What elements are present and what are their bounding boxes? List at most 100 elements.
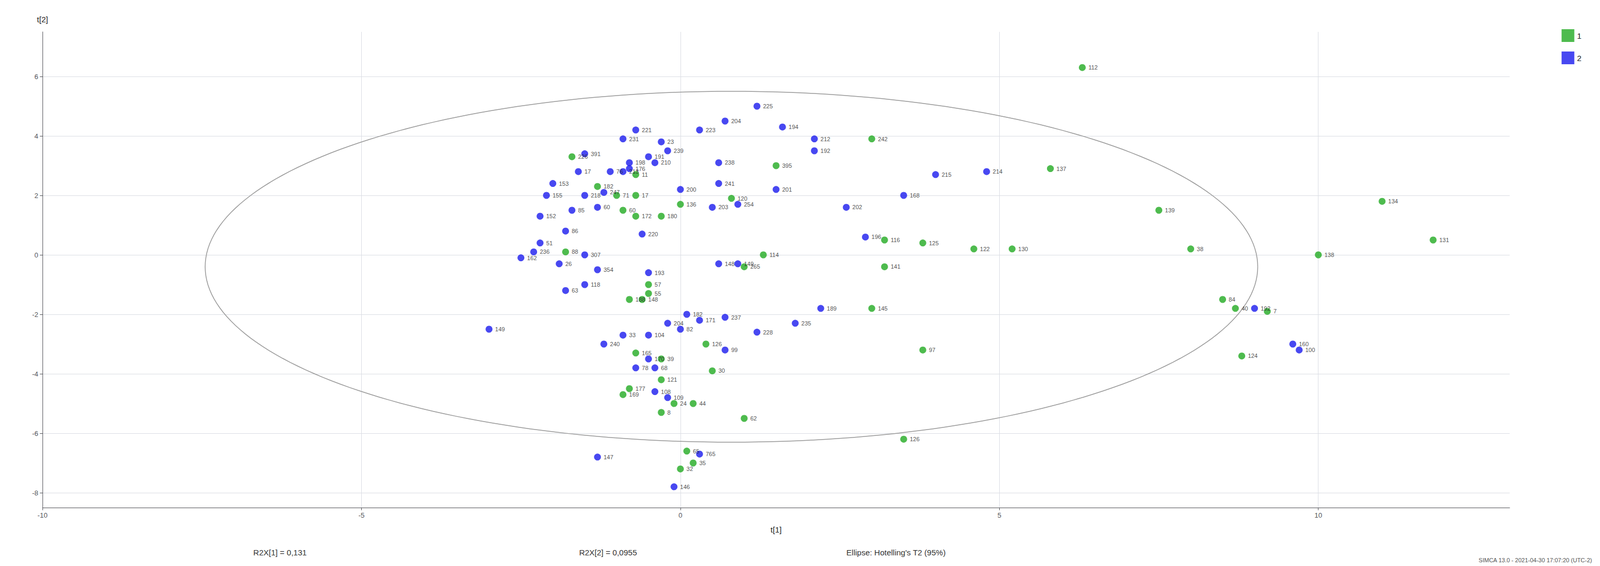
svg-text:149: 149 [495,326,505,333]
svg-text:235: 235 [801,320,812,327]
svg-text:24: 24 [679,400,687,407]
svg-text:26: 26 [565,260,572,268]
svg-text:194: 194 [788,123,799,131]
svg-text:55: 55 [654,290,661,297]
svg-text:23: 23 [667,138,674,146]
svg-text:136: 136 [686,201,696,208]
svg-text:203: 203 [718,203,728,211]
svg-text:32: 32 [686,465,693,473]
svg-text:4: 4 [34,132,39,141]
svg-text:182: 182 [692,311,703,318]
svg-text:169: 169 [628,391,639,398]
svg-text:17: 17 [641,192,649,199]
svg-text:126: 126 [909,436,920,443]
svg-text:39: 39 [667,355,674,363]
svg-text:215: 215 [941,171,952,178]
svg-text:180: 180 [667,213,677,220]
svg-text:62: 62 [750,415,757,422]
svg-text:0: 0 [678,511,683,520]
svg-text:242: 242 [878,135,888,143]
svg-text:149: 149 [743,260,754,268]
svg-text:88: 88 [571,248,578,255]
svg-text:201: 201 [782,186,793,193]
svg-text:Ellipse: Hotelling's T2 (95%): Ellipse: Hotelling's T2 (95%) [846,548,946,558]
svg-text:307: 307 [590,251,601,259]
svg-text:65: 65 [692,448,700,455]
svg-text:391: 391 [590,150,601,158]
svg-text:11: 11 [641,171,648,178]
svg-text:-2: -2 [31,310,39,319]
svg-text:125: 125 [929,240,939,247]
svg-text:395: 395 [782,162,793,169]
svg-text:100: 100 [1305,346,1315,354]
svg-text:160: 160 [1298,341,1309,348]
svg-text:148: 148 [724,260,735,268]
svg-text:2: 2 [34,191,39,200]
svg-text:239: 239 [673,147,684,155]
svg-text:177: 177 [635,385,645,393]
svg-text:-8: -8 [31,489,39,498]
svg-text:168: 168 [909,192,920,199]
svg-text:141: 141 [890,263,901,270]
svg-text:176: 176 [635,165,645,173]
svg-text:51: 51 [546,240,553,247]
svg-text:223: 223 [705,126,716,134]
svg-text:57: 57 [654,281,661,288]
svg-text:236: 236 [539,248,550,255]
svg-text:192: 192 [1260,305,1271,312]
svg-text:225: 225 [762,103,773,110]
svg-text:192: 192 [820,147,831,155]
svg-text:-5: -5 [358,511,365,520]
svg-text:SIMCA 13.0 - 2021-04-30 17:07:: SIMCA 13.0 - 2021-04-30 17:07:20 (UTC-2) [1478,557,1593,564]
svg-text:35: 35 [699,460,706,467]
svg-text:221: 221 [641,126,652,134]
svg-text:126: 126 [711,341,722,348]
svg-text:148: 148 [648,296,658,303]
svg-text:8: 8 [667,409,671,416]
svg-text:202: 202 [852,203,863,211]
svg-text:17: 17 [584,168,591,175]
svg-text:1: 1 [1577,31,1582,41]
svg-text:63: 63 [571,287,578,294]
svg-text:85: 85 [577,207,585,214]
svg-text:109: 109 [673,394,684,402]
svg-text:214: 214 [992,168,1003,175]
svg-text:212: 212 [820,135,831,143]
svg-text:204: 204 [673,320,684,327]
svg-text:162: 162 [526,254,537,262]
svg-text:R2X[1] = 0,131: R2X[1] = 0,131 [253,548,308,558]
svg-text:172: 172 [641,213,652,220]
svg-text:40: 40 [1241,305,1248,312]
svg-text:R2X[2] = 0,0955: R2X[2] = 0,0955 [579,548,637,558]
svg-text:0: 0 [34,251,39,260]
svg-text:139: 139 [1164,207,1175,214]
svg-text:10: 10 [1314,511,1323,520]
svg-text:t[1]: t[1] [770,525,782,535]
svg-text:147: 147 [603,454,614,461]
svg-text:121: 121 [667,376,677,384]
svg-text:182: 182 [603,183,614,190]
svg-text:118: 118 [590,281,601,288]
svg-text:-4: -4 [31,370,39,379]
svg-text:2: 2 [1577,53,1582,63]
svg-text:145: 145 [878,305,888,312]
svg-text:116: 116 [890,236,901,244]
svg-text:226: 226 [577,153,588,160]
svg-text:134: 134 [1388,198,1398,205]
svg-text:99: 99 [730,346,738,354]
svg-text:108: 108 [660,388,671,396]
svg-text:130: 130 [1018,245,1028,253]
svg-text:193: 193 [654,269,665,277]
svg-text:198: 198 [635,159,645,166]
svg-text:122: 122 [980,245,990,253]
svg-text:196: 196 [871,233,882,241]
svg-text:120: 120 [737,195,747,202]
svg-text:191: 191 [654,153,665,160]
svg-text:240: 240 [609,341,620,348]
svg-text:231: 231 [628,135,639,143]
svg-text:155: 155 [552,192,563,199]
svg-text:114: 114 [769,251,779,259]
svg-text:165: 165 [641,350,652,357]
svg-text:170: 170 [654,355,665,363]
svg-text:97: 97 [929,346,936,354]
